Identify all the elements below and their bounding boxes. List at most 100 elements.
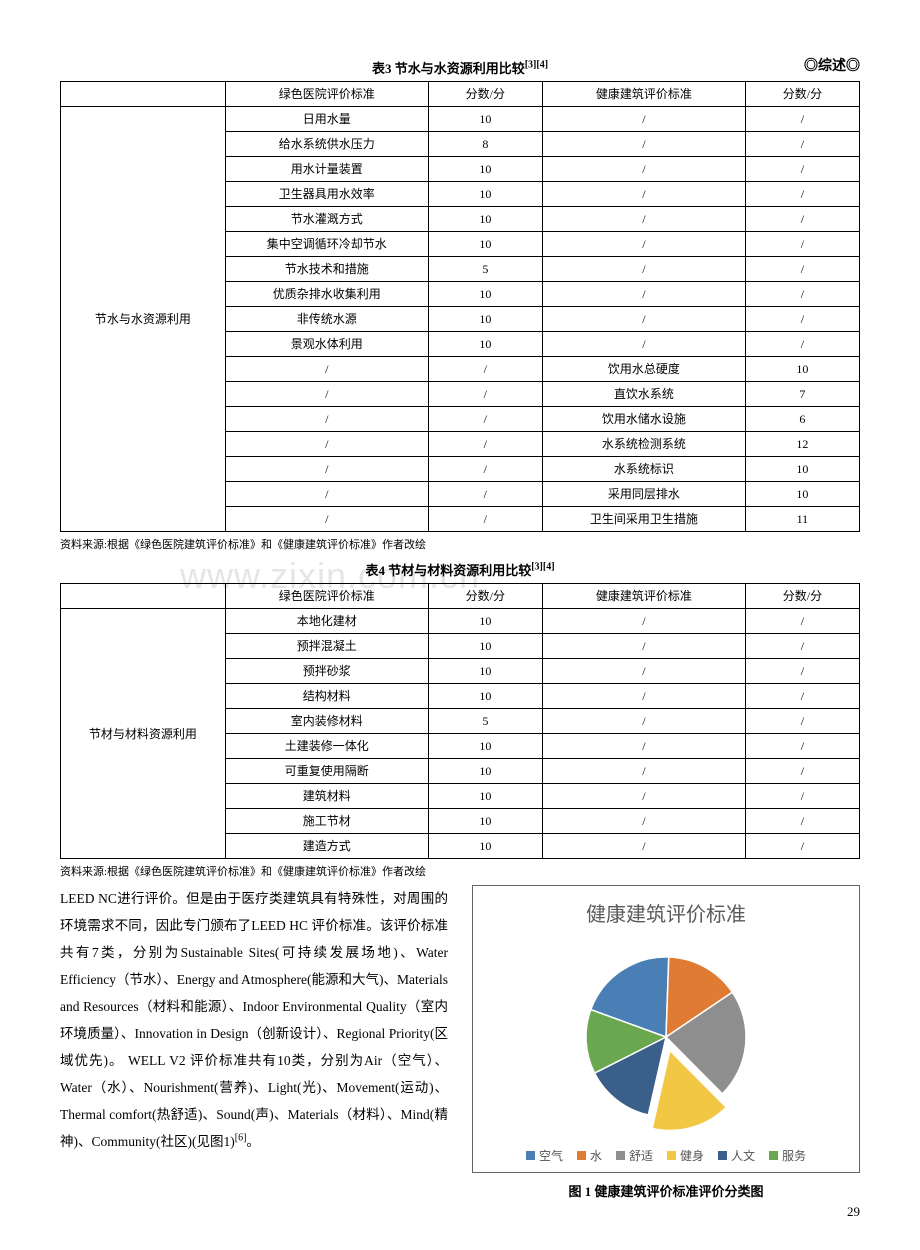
table3-title-text: 表3 节水与水资源利用比较 [372, 61, 525, 76]
legend-item: 服务 [769, 1147, 806, 1164]
legend-label: 空气 [539, 1147, 563, 1164]
table-cell: 水系统标识 [542, 457, 745, 482]
table-cell: 6 [745, 407, 859, 432]
table-cell: / [542, 784, 745, 809]
table-cell: 10 [428, 332, 542, 357]
table-cell: 节水技术和措施 [225, 257, 428, 282]
table-cell: / [745, 107, 859, 132]
table-cell: / [745, 207, 859, 232]
table4-title: 表4 节材与材料资源利用比较[3][4] [60, 560, 860, 579]
table-cell: / [225, 457, 428, 482]
table-header: 健康建筑评价标准 [542, 584, 745, 609]
table-cell: / [542, 659, 745, 684]
table-cell: 10 [428, 659, 542, 684]
table-cell: 优质杂排水收集利用 [225, 282, 428, 307]
pie-chart [481, 937, 851, 1137]
table-cell: 给水系统供水压力 [225, 132, 428, 157]
table-cell: / [745, 784, 859, 809]
table-cell: 土建装修一体化 [225, 734, 428, 759]
table-cell: / [542, 232, 745, 257]
table4-title-text: 表4 节材与材料资源利用比较 [365, 563, 531, 578]
table-cell: 10 [428, 784, 542, 809]
chart-legend: 空气水舒适健身人文服务 [481, 1147, 851, 1164]
table-header: 分数/分 [428, 584, 542, 609]
table-cell: / [428, 482, 542, 507]
table-cell: 10 [428, 759, 542, 784]
table-cell: / [428, 357, 542, 382]
table-cell: / [542, 207, 745, 232]
legend-label: 服务 [782, 1147, 806, 1164]
table-cell: 直饮水系统 [542, 382, 745, 407]
table-cell: 预拌砂浆 [225, 659, 428, 684]
table-header: 分数/分 [428, 82, 542, 107]
table3-title: 表3 节水与水资源利用比较[3][4] [60, 58, 860, 77]
table-cell: / [745, 182, 859, 207]
table-rowlabel: 节材与材料资源利用 [61, 609, 226, 859]
table-cell: 7 [745, 382, 859, 407]
table-cell: 10 [428, 834, 542, 859]
legend-item: 舒适 [616, 1147, 653, 1164]
table-header: 绿色医院评价标准 [225, 82, 428, 107]
table-cell: 12 [745, 432, 859, 457]
legend-swatch [769, 1151, 778, 1160]
table-cell: / [225, 482, 428, 507]
table-cell: / [542, 759, 745, 784]
table-cell: / [745, 307, 859, 332]
table-header: 绿色医院评价标准 [225, 584, 428, 609]
table-cell: 10 [745, 357, 859, 382]
page-number: 29 [847, 1204, 860, 1220]
table-cell: 用水计量装置 [225, 157, 428, 182]
table-cell: 非传统水源 [225, 307, 428, 332]
figure1-caption: 图 1 健康建筑评价标准评价分类图 [568, 1181, 763, 1200]
table-corner [61, 82, 226, 107]
table-cell: / [542, 282, 745, 307]
body-text-end: 。 [246, 1134, 260, 1149]
table4-title-sup: [3][4] [531, 562, 554, 573]
table-cell: / [542, 734, 745, 759]
table-cell: / [225, 407, 428, 432]
table-cell: / [542, 107, 745, 132]
table-cell: 10 [428, 684, 542, 709]
table-cell: / [225, 432, 428, 457]
table-cell: / [745, 809, 859, 834]
table4-source: 资料来源:根据《绿色医院建筑评价标准》和《健康建筑评价标准》作者改绘 [60, 863, 860, 879]
table-cell: 集中空调循环冷却节水 [225, 232, 428, 257]
table-cell: 日用水量 [225, 107, 428, 132]
table-cell: / [745, 132, 859, 157]
table3-title-sup: [3][4] [525, 60, 548, 71]
table-cell: / [225, 357, 428, 382]
legend-label: 健身 [680, 1147, 704, 1164]
table-cell: / [745, 659, 859, 684]
table-cell: 施工节材 [225, 809, 428, 834]
table-cell: / [745, 282, 859, 307]
table-cell: 结构材料 [225, 684, 428, 709]
table-cell: / [225, 507, 428, 532]
table-cell: 11 [745, 507, 859, 532]
chart-frame: 健康建筑评价标准 空气水舒适健身人文服务 [472, 885, 860, 1173]
table-cell: 10 [428, 307, 542, 332]
table-cell: 10 [428, 157, 542, 182]
table-cell: / [542, 157, 745, 182]
table-cell: / [542, 834, 745, 859]
table-cell: / [542, 307, 745, 332]
table-cell: 10 [428, 634, 542, 659]
table-cell: / [428, 457, 542, 482]
table-cell: 建造方式 [225, 834, 428, 859]
table-cell: / [745, 332, 859, 357]
table-cell: 10 [428, 809, 542, 834]
table-cell: 景观水体利用 [225, 332, 428, 357]
table3-source: 资料来源:根据《绿色医院建筑评价标准》和《健康建筑评价标准》作者改绘 [60, 536, 860, 552]
body-text-sup: [6] [235, 1133, 247, 1144]
table-cell: / [745, 684, 859, 709]
body-text-column: LEED NC进行评价。但是由于医疗类建筑具有特殊性，对周围的环境需求不同，因此… [60, 885, 448, 1200]
table-cell: 卫生间采用卫生措施 [542, 507, 745, 532]
table-cell: / [542, 809, 745, 834]
table-header: 健康建筑评价标准 [542, 82, 745, 107]
table-cell: 采用同层排水 [542, 482, 745, 507]
table-cell: / [745, 609, 859, 634]
table-cell: / [542, 332, 745, 357]
table-cell: 10 [428, 609, 542, 634]
table-cell: 10 [745, 457, 859, 482]
table-cell: 10 [428, 182, 542, 207]
legend-item: 人文 [718, 1147, 755, 1164]
